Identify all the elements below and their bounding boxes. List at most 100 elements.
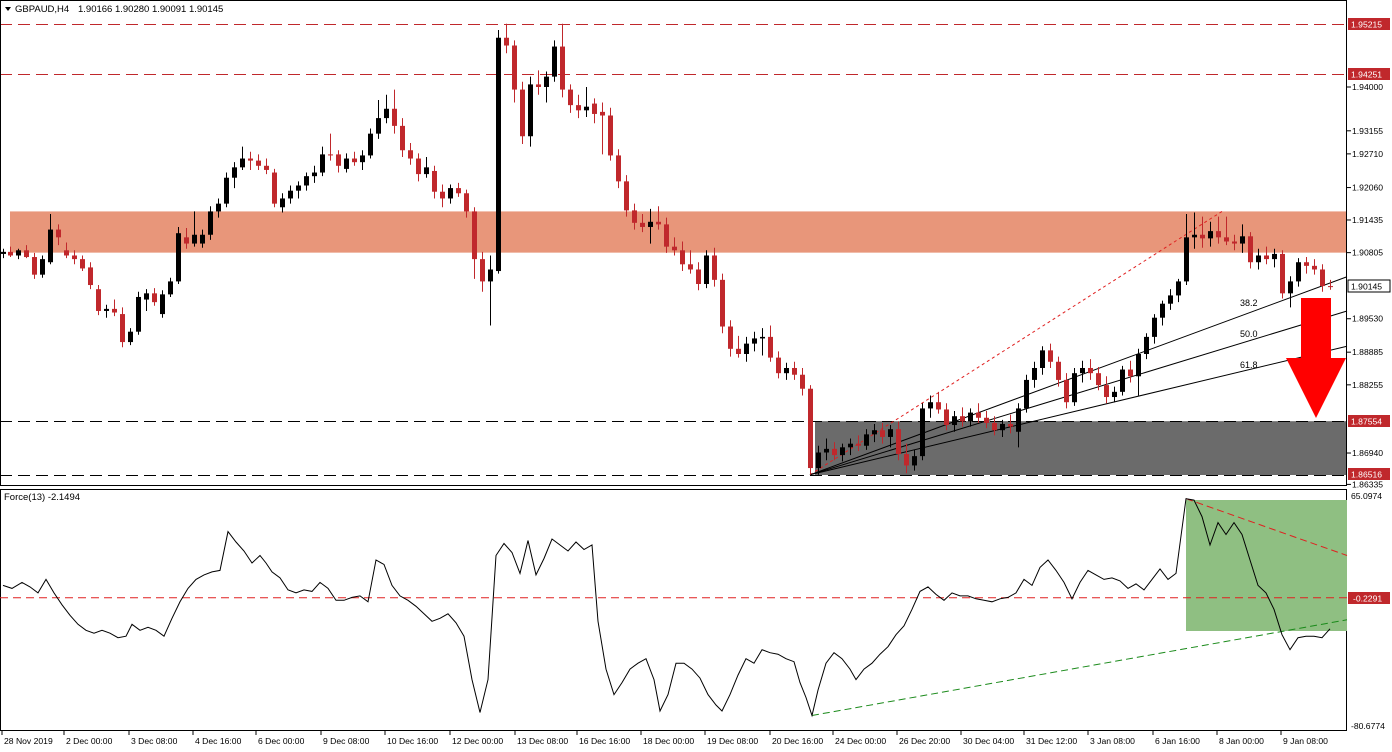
candle — [1144, 333, 1149, 360]
candle — [1296, 258, 1301, 287]
header-dropdown-icon[interactable] — [5, 7, 11, 11]
candle — [1328, 279, 1333, 290]
time-tick-label: 19 Dec 08:00 — [707, 736, 758, 746]
candle — [344, 153, 349, 173]
candle — [1208, 221, 1213, 247]
time-tick-label: 12 Dec 00:00 — [452, 736, 503, 746]
price-tick-label: 1.86335 — [1352, 479, 1383, 489]
svg-text:1.86516: 1.86516 — [1351, 470, 1382, 480]
resistance-zone — [10, 211, 1347, 253]
candle — [824, 438, 829, 461]
candle — [1008, 414, 1013, 434]
candle — [1184, 214, 1189, 286]
candle — [1288, 276, 1293, 308]
candle — [1168, 289, 1173, 310]
price-tick-label: 1.94000 — [1352, 82, 1383, 92]
candle — [760, 328, 765, 356]
candle — [1120, 365, 1125, 396]
header-symbol: GBPAUD,H4 — [15, 4, 69, 15]
candle — [192, 211, 197, 247]
candle — [784, 362, 789, 380]
candle — [264, 158, 269, 175]
candle — [864, 429, 869, 450]
candle — [584, 86, 589, 118]
level-label-r1: 1.95215 — [1348, 18, 1390, 30]
candle — [1224, 216, 1229, 246]
candle — [1280, 250, 1285, 299]
candle — [152, 288, 157, 306]
candle — [1, 248, 6, 259]
candle — [712, 247, 717, 287]
candle — [600, 102, 605, 155]
price-tick-label: 1.90805 — [1352, 248, 1383, 258]
force-indicator-line — [2, 498, 1331, 718]
candle — [312, 165, 317, 183]
candle — [32, 252, 37, 279]
candle — [688, 250, 693, 274]
candle — [1272, 248, 1277, 268]
level-label-s2: 1.86516 — [1348, 468, 1390, 480]
svg-text:1.87554: 1.87554 — [1351, 417, 1382, 427]
candle — [1248, 232, 1253, 269]
time-tick-label: 10 Dec 16:00 — [387, 736, 438, 746]
candle — [440, 184, 445, 208]
candle — [944, 403, 949, 431]
candle — [240, 146, 245, 170]
candle — [464, 189, 469, 218]
candle — [1200, 216, 1205, 248]
candle — [808, 385, 813, 475]
candle — [720, 273, 725, 334]
candle — [1192, 212, 1197, 249]
down-arrow-icon — [1286, 298, 1346, 418]
candle — [872, 423, 877, 443]
fib-label-618: 61.8 — [1240, 360, 1258, 370]
candle — [352, 151, 357, 166]
candle — [984, 411, 989, 429]
candle — [1320, 264, 1325, 292]
candle — [744, 336, 749, 362]
candle — [256, 154, 261, 170]
candle — [816, 445, 821, 475]
candle — [976, 403, 981, 423]
candle — [288, 185, 293, 204]
support-zone — [815, 421, 1347, 475]
level-label-r2: 1.94251 — [1348, 68, 1390, 80]
fib-label-382: 38.2 — [1240, 298, 1258, 308]
candle — [328, 133, 333, 161]
candle — [624, 175, 629, 217]
force-resistance-trendline — [1185, 498, 1348, 556]
candle — [1136, 348, 1141, 396]
candle — [776, 351, 781, 379]
level-label-last: 1.90145 — [1347, 279, 1391, 293]
force-support-trendline — [811, 619, 1348, 716]
price-tick-label: 1.88885 — [1352, 347, 1383, 357]
candle — [208, 206, 213, 240]
price-tick-label: 1.92060 — [1352, 183, 1383, 193]
candle — [48, 214, 53, 265]
candle — [432, 165, 437, 199]
candle — [400, 118, 405, 157]
candle — [336, 150, 341, 173]
candle — [704, 250, 709, 289]
candle — [1240, 224, 1245, 253]
candle — [496, 29, 501, 274]
candle — [1048, 343, 1053, 368]
candle — [904, 443, 909, 474]
force-label: Force(13) -2.1494 — [4, 492, 80, 503]
candle — [928, 395, 933, 418]
candle — [1056, 356, 1061, 387]
candle — [232, 162, 237, 189]
time-tick-label: 26 Dec 20:00 — [899, 736, 950, 746]
candle — [144, 289, 149, 311]
time-tick-label: 13 Dec 08:00 — [517, 736, 568, 746]
candle — [24, 245, 29, 259]
candle — [408, 142, 413, 165]
candle — [592, 98, 597, 124]
candle — [512, 40, 517, 103]
candle — [136, 291, 141, 335]
candle — [200, 229, 205, 248]
candle — [1000, 419, 1005, 437]
price-axis: 1.94000 1.93155 1.92710 1.92060 1.91435 1.908… — [1347, 82, 1383, 489]
candle — [1256, 248, 1261, 270]
